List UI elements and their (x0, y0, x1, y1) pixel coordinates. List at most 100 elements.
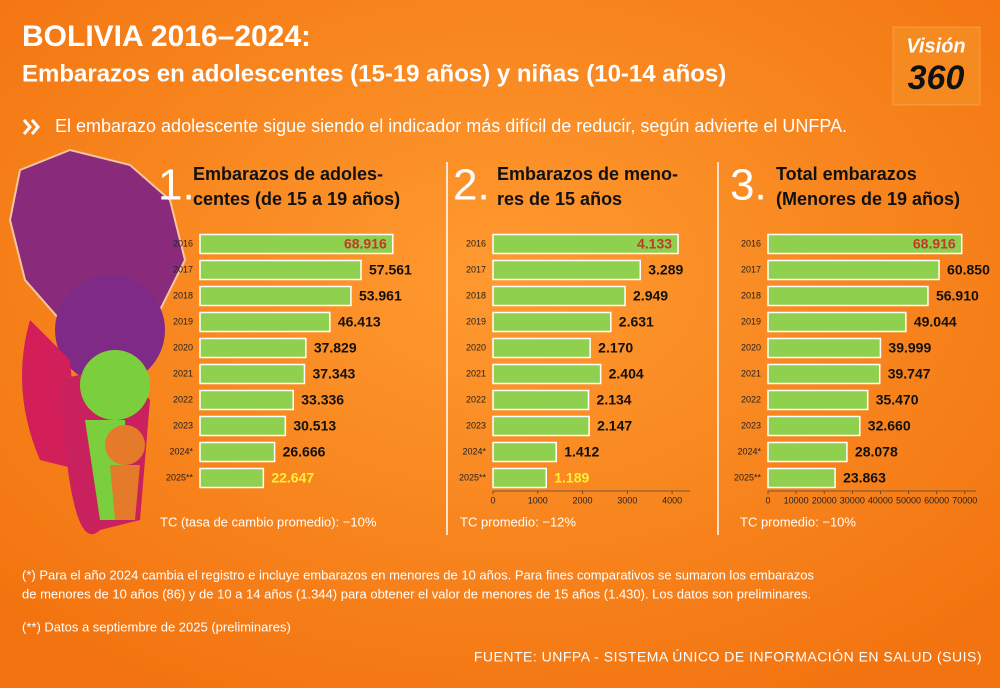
value-label: 60.850 (947, 262, 990, 278)
category-label: 2025** (734, 472, 762, 482)
bar (492, 389, 590, 411)
bar (492, 415, 590, 437)
value-label: 2.147 (597, 418, 632, 434)
logo-text: Visión (906, 35, 965, 57)
bar (767, 311, 907, 333)
footnote: (*) Para el año 2024 cambia el registro … (22, 567, 814, 582)
bar (767, 337, 882, 359)
value-label: 68.916 (913, 236, 956, 252)
category-label: 2016 (741, 238, 761, 248)
bar (767, 415, 861, 437)
category-label: 2024* (169, 446, 193, 456)
value-label: 57.561 (369, 262, 412, 278)
value-label: 23.863 (843, 470, 886, 486)
x-tick-label: 70000 (952, 495, 977, 505)
category-label: 2025** (166, 472, 194, 482)
x-tick-label: 20000 (812, 495, 837, 505)
bar (767, 259, 940, 281)
x-tick-label: 60000 (924, 495, 949, 505)
x-tick-label: 10000 (784, 495, 809, 505)
value-label: 33.336 (301, 392, 344, 408)
value-label: 39.999 (888, 340, 931, 356)
chevron-icon (22, 119, 40, 135)
category-label: 2024* (737, 446, 761, 456)
logo-text: 360 (908, 59, 965, 97)
value-label: 22.647 (271, 470, 314, 486)
x-tick-label: 40000 (868, 495, 893, 505)
chart-title: Embarazos de adoles- (193, 164, 383, 184)
x-tick-label: 50000 (896, 495, 921, 505)
category-label: 2018 (741, 290, 761, 300)
value-label: 49.044 (914, 314, 957, 330)
category-label: 2016 (466, 238, 486, 248)
category-label: 2020 (741, 342, 761, 352)
x-tick-label: 4000 (662, 495, 682, 505)
bar (767, 389, 869, 411)
bar (492, 363, 602, 385)
category-label: 2018 (466, 290, 486, 300)
footnote: de menores de 10 años (86) y de 10 a 14 … (22, 586, 811, 601)
bar (199, 285, 352, 307)
category-label: 2022 (466, 394, 486, 404)
value-label: 35.470 (876, 392, 919, 408)
bar (492, 285, 626, 307)
value-label: 37.343 (312, 366, 355, 382)
bar (492, 441, 557, 463)
chart-title: centes (de 15 a 19 años) (193, 189, 400, 209)
logo: Visión 360 (892, 26, 981, 106)
category-label: 2016 (173, 238, 193, 248)
bar (199, 467, 265, 489)
bar (767, 441, 848, 463)
bar (767, 233, 963, 255)
category-label: 2017 (741, 264, 761, 274)
chart-number: 3. (730, 161, 767, 210)
bar (199, 259, 362, 281)
bar (492, 311, 612, 333)
bar (492, 233, 679, 255)
category-label: 2017 (173, 264, 193, 274)
value-label: 39.747 (888, 366, 931, 382)
bar (767, 285, 929, 307)
lead-text: El embarazo adolescente sigue siendo el … (55, 116, 847, 136)
category-label: 2017 (466, 264, 486, 274)
value-label: 32.660 (868, 418, 911, 434)
bar (199, 363, 306, 385)
category-label: 2021 (466, 368, 486, 378)
source: FUENTE: UNFPA - SISTEMA ÚNICO DE INFORMA… (474, 649, 982, 665)
category-label: 2020 (173, 342, 193, 352)
chart-title: Embarazos de meno- (497, 164, 678, 184)
bar (492, 259, 642, 281)
chart-note: TC promedio: −12% (460, 514, 576, 529)
x-tick-label: 30000 (840, 495, 865, 505)
value-label: 4.133 (637, 236, 672, 252)
chart-title: Total embarazos (776, 164, 917, 184)
bar (199, 441, 276, 463)
value-label: 28.078 (855, 444, 898, 460)
value-label: 3.289 (648, 262, 683, 278)
category-label: 2019 (741, 316, 761, 326)
bar (199, 415, 287, 437)
chart-number: 2. (453, 161, 490, 210)
value-label: 46.413 (338, 314, 381, 330)
category-label: 2025** (459, 472, 487, 482)
bar (767, 363, 881, 385)
footnote: (**) Datos a septiembre de 2025 (prelimi… (22, 619, 291, 634)
category-label: 2021 (741, 368, 761, 378)
chart-title: res de 15 años (497, 189, 622, 209)
category-label: 2020 (466, 342, 486, 352)
value-label: 2.404 (609, 366, 644, 382)
value-label: 56.910 (936, 288, 979, 304)
category-label: 2018 (173, 290, 193, 300)
category-label: 2021 (173, 368, 193, 378)
category-label: 2023 (741, 420, 761, 430)
x-tick-label: 1000 (528, 495, 548, 505)
value-label: 30.513 (293, 418, 336, 434)
category-label: 2023 (173, 420, 193, 430)
chart-title: (Menores de 19 años) (776, 189, 960, 209)
bar (199, 233, 394, 255)
value-label: 2.949 (633, 288, 668, 304)
logo-box (892, 26, 981, 106)
x-tick-label: 0 (765, 495, 770, 505)
value-label: 1.412 (564, 444, 599, 460)
